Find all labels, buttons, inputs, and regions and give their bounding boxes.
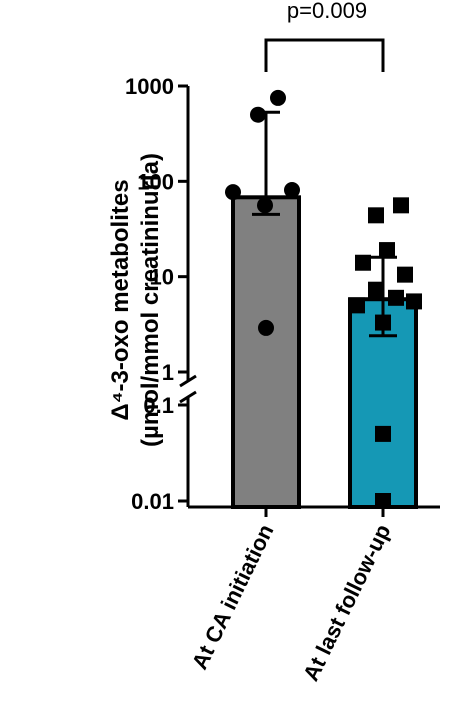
point — [368, 281, 384, 298]
y-label: Δ⁴-3-oxo metabolites (µmol/mmol creatini… — [107, 153, 164, 447]
point — [355, 254, 371, 271]
point — [388, 289, 404, 306]
y-tick-label: 100 — [137, 169, 174, 194]
point — [375, 314, 391, 331]
y-tick-label: 0.1 — [143, 393, 174, 418]
point — [270, 89, 286, 106]
y-label-line: Δ⁴-3-oxo metabolites — [107, 179, 134, 420]
point — [393, 197, 409, 214]
y-tick-label: 10 — [150, 265, 174, 290]
axis-break — [179, 374, 197, 388]
x-tick-label: At last follow-up — [298, 520, 395, 685]
point — [368, 207, 384, 224]
point — [397, 266, 413, 283]
point — [257, 197, 273, 214]
p-value: p=0.009 — [287, 0, 367, 23]
y-label-line: (µmol/mmol creatininuria) — [137, 153, 164, 447]
point — [375, 493, 391, 509]
point — [375, 425, 391, 442]
bar — [231, 195, 301, 509]
point — [349, 297, 365, 314]
y-tick-label: 1 — [162, 360, 174, 385]
point — [284, 182, 300, 199]
y-tick-label: 0.01 — [131, 489, 174, 514]
point — [406, 293, 422, 310]
axis-break — [179, 390, 197, 404]
point — [379, 242, 395, 259]
point — [225, 184, 241, 201]
point — [250, 106, 266, 123]
significance-bracket — [264, 38, 385, 72]
point — [258, 319, 274, 336]
y-tick-label: 1000 — [125, 74, 174, 99]
x-tick-label: At CA initiation — [187, 520, 279, 673]
